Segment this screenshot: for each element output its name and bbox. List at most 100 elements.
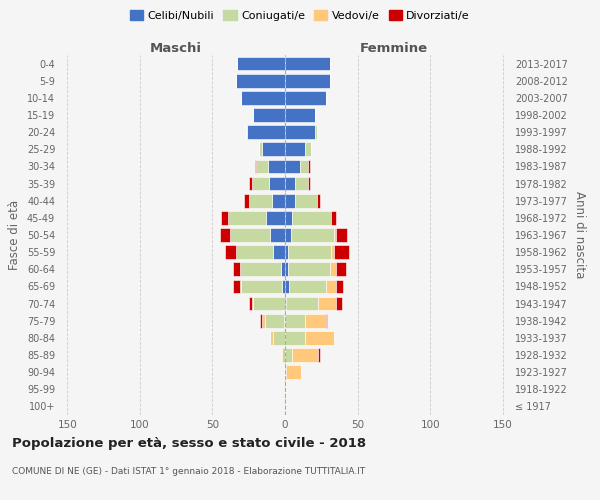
Bar xyxy=(285,126,316,139)
Bar xyxy=(292,348,319,362)
Bar xyxy=(236,74,285,88)
Bar xyxy=(308,176,310,190)
Bar xyxy=(336,280,343,293)
Y-axis label: Anni di nascita: Anni di nascita xyxy=(573,192,586,278)
Bar xyxy=(285,108,316,122)
Bar xyxy=(305,314,326,328)
Bar xyxy=(259,142,262,156)
Bar xyxy=(285,246,288,259)
Bar xyxy=(249,296,251,310)
Bar xyxy=(284,314,285,328)
Bar xyxy=(233,262,240,276)
Text: COMUNE DI NE (GE) - Dati ISTAT 1° gennaio 2018 - Elaborazione TUTTITALIA.IT: COMUNE DI NE (GE) - Dati ISTAT 1° gennai… xyxy=(12,468,365,476)
Bar xyxy=(326,314,327,328)
Bar xyxy=(319,348,320,362)
Bar xyxy=(281,262,285,276)
Bar xyxy=(334,228,336,242)
Bar xyxy=(285,160,299,173)
Bar xyxy=(256,160,268,173)
Bar xyxy=(262,314,265,328)
Bar xyxy=(254,160,256,173)
Bar xyxy=(260,314,262,328)
Bar xyxy=(285,194,295,207)
Bar xyxy=(336,228,347,242)
Bar xyxy=(249,194,272,207)
Bar xyxy=(237,56,285,70)
Bar xyxy=(285,228,291,242)
Bar xyxy=(336,296,341,310)
Bar xyxy=(268,160,285,173)
Bar xyxy=(274,246,285,259)
Bar xyxy=(336,262,346,276)
Bar xyxy=(285,56,330,70)
Bar xyxy=(220,228,230,242)
Bar xyxy=(317,194,320,207)
Bar xyxy=(289,280,326,293)
Bar xyxy=(241,280,282,293)
Bar xyxy=(316,126,317,139)
Bar xyxy=(284,366,285,379)
Bar xyxy=(286,296,319,310)
Bar xyxy=(285,262,288,276)
Bar xyxy=(272,194,285,207)
Bar xyxy=(265,314,284,328)
Bar xyxy=(334,246,349,259)
Bar xyxy=(271,228,285,242)
Bar xyxy=(266,211,285,224)
Bar xyxy=(285,211,292,224)
Bar xyxy=(299,160,308,173)
Bar xyxy=(285,296,286,310)
Bar xyxy=(285,176,295,190)
Bar xyxy=(249,176,251,190)
Bar xyxy=(331,211,336,224)
Bar xyxy=(326,280,336,293)
Bar xyxy=(330,262,336,276)
Bar xyxy=(281,348,282,362)
Bar xyxy=(221,211,229,224)
Bar xyxy=(236,246,274,259)
Bar xyxy=(285,331,305,344)
Bar xyxy=(240,280,241,293)
Bar xyxy=(247,126,285,139)
Bar xyxy=(305,142,311,156)
Bar xyxy=(285,382,286,396)
Bar xyxy=(271,331,274,344)
Bar xyxy=(269,176,285,190)
Bar xyxy=(226,246,236,259)
Bar xyxy=(331,246,334,259)
Bar xyxy=(285,348,292,362)
Bar xyxy=(285,142,305,156)
Bar xyxy=(285,314,305,328)
Bar xyxy=(305,331,334,344)
Text: Femmine: Femmine xyxy=(360,42,428,55)
Text: Popolazione per età, sesso e stato civile - 2018: Popolazione per età, sesso e stato civil… xyxy=(12,438,366,450)
Bar xyxy=(240,262,281,276)
Bar xyxy=(285,74,330,88)
Bar xyxy=(241,91,285,104)
Bar xyxy=(288,262,330,276)
Bar xyxy=(233,280,240,293)
Bar xyxy=(282,280,285,293)
Bar xyxy=(291,228,334,242)
Y-axis label: Fasce di età: Fasce di età xyxy=(8,200,21,270)
Bar xyxy=(288,246,331,259)
Bar xyxy=(262,142,285,156)
Bar xyxy=(253,296,285,310)
Legend: Celibi/Nubili, Coniugati/e, Vedovi/e, Divorziati/e: Celibi/Nubili, Coniugati/e, Vedovi/e, Di… xyxy=(125,6,475,25)
Text: Maschi: Maschi xyxy=(150,42,202,55)
Bar xyxy=(286,366,301,379)
Bar xyxy=(230,228,271,242)
Bar xyxy=(285,280,289,293)
Bar xyxy=(244,194,249,207)
Bar xyxy=(274,331,285,344)
Bar xyxy=(308,160,310,173)
Bar xyxy=(282,348,285,362)
Bar xyxy=(253,108,285,122)
Bar xyxy=(251,176,269,190)
Bar xyxy=(295,176,308,190)
Bar xyxy=(246,126,247,139)
Bar xyxy=(251,296,253,310)
Bar xyxy=(295,194,317,207)
Bar xyxy=(285,366,286,379)
Bar xyxy=(285,91,326,104)
